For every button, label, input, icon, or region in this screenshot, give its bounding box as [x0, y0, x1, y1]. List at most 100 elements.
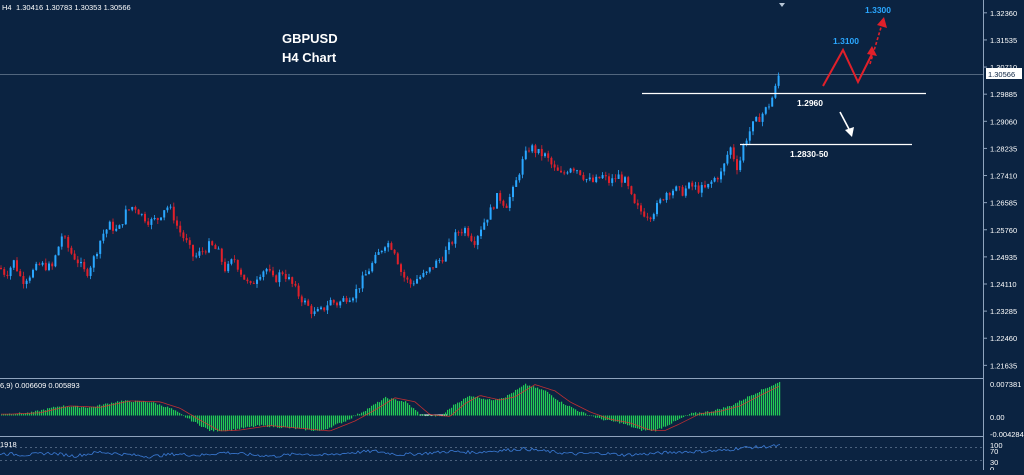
- macd-bar: [65, 406, 67, 416]
- candle-body: [512, 186, 514, 198]
- macd-bar: [321, 415, 323, 430]
- macd-bar: [279, 415, 281, 429]
- macd-bar: [149, 402, 151, 416]
- candle-body: [473, 241, 476, 245]
- macd-bar: [157, 404, 159, 416]
- macd-bar: [81, 407, 83, 416]
- price-tick-label: 1.27410: [990, 172, 1017, 181]
- macd-bar: [767, 387, 769, 416]
- candle-body: [582, 174, 585, 180]
- macd-bar: [285, 415, 287, 428]
- macd-bar: [691, 412, 693, 416]
- price-tick-label: 1.24110: [990, 280, 1017, 289]
- macd-bar: [225, 415, 227, 432]
- macd-bar: [463, 398, 465, 416]
- macd-bar: [687, 415, 689, 416]
- candle-body: [236, 260, 239, 270]
- macd-bar: [387, 398, 389, 416]
- macd-bar: [549, 393, 551, 416]
- candle-body: [569, 168, 572, 173]
- macd-bar: [111, 402, 113, 416]
- macd-bar: [761, 389, 763, 416]
- macd-bar: [77, 405, 79, 416]
- candle-body: [214, 245, 217, 250]
- candle-body: [444, 249, 447, 262]
- indicator-tick-label: 30: [990, 458, 998, 467]
- candle-body: [352, 298, 354, 301]
- macd-bar: [451, 407, 453, 416]
- macd-bar: [517, 389, 519, 416]
- candle-body: [489, 207, 492, 220]
- macd-bar: [649, 415, 651, 430]
- macd-bar: [199, 415, 201, 426]
- candle-body: [38, 263, 41, 265]
- macd-bar: [113, 403, 115, 416]
- macd-bar: [277, 415, 279, 428]
- candle-body: [230, 259, 233, 264]
- candle-body: [137, 209, 140, 215]
- macd-bar: [5, 414, 7, 416]
- macd-bar: [33, 412, 35, 416]
- candle-body: [729, 147, 732, 155]
- candle-body: [745, 140, 748, 145]
- candle-body: [563, 172, 566, 174]
- candle-body: [380, 250, 383, 253]
- macd-bar: [413, 408, 415, 416]
- macd-bar: [669, 415, 671, 425]
- candle-body: [665, 192, 668, 201]
- macd-bar: [579, 411, 581, 416]
- macd-bar: [391, 398, 393, 416]
- candle-body: [483, 222, 486, 230]
- macd-bar: [129, 401, 131, 416]
- macd-bar: [305, 415, 307, 431]
- candle-body: [304, 300, 306, 303]
- macd-bar: [245, 415, 247, 428]
- macd-bar: [467, 396, 469, 416]
- macd-bar: [361, 412, 363, 416]
- candle-body: [704, 185, 706, 188]
- candle-body: [768, 106, 770, 108]
- candle-body: [153, 217, 156, 220]
- candle-body: [758, 117, 761, 122]
- macd-bar: [187, 415, 189, 419]
- macd-bar: [267, 415, 269, 428]
- candle-body: [297, 285, 300, 297]
- macd-bar: [13, 414, 15, 416]
- macd-bar: [385, 396, 387, 416]
- macd-bar: [119, 401, 121, 416]
- macd-bar: [97, 405, 99, 416]
- macd-bar: [397, 400, 399, 416]
- macd-bar: [737, 402, 739, 416]
- candle-body: [656, 202, 658, 215]
- macd-bar: [357, 413, 359, 416]
- macd-bar: [329, 415, 331, 428]
- macd-bar: [205, 415, 207, 428]
- candle-body: [576, 170, 578, 172]
- candle-body: [681, 186, 684, 196]
- macd-bar: [7, 414, 9, 416]
- candle-body: [739, 160, 742, 171]
- macd-bar: [21, 413, 23, 416]
- macd-bar: [583, 412, 585, 416]
- candle-body: [147, 221, 150, 225]
- macd-bar: [421, 414, 423, 416]
- macd-bar: [301, 415, 303, 429]
- macd-bar: [727, 406, 729, 416]
- candle-body: [652, 214, 655, 220]
- macd-bar: [623, 415, 625, 425]
- macd-bar: [595, 415, 597, 418]
- candle-body: [496, 193, 498, 209]
- macd-bar: [147, 402, 149, 416]
- macd-bar: [317, 415, 319, 431]
- macd-bar: [217, 415, 219, 432]
- macd-bar: [621, 415, 623, 423]
- candle-body: [505, 205, 508, 208]
- macd-bar: [299, 415, 301, 429]
- candle-body: [131, 207, 134, 210]
- macd-bar: [99, 404, 101, 416]
- candle-body: [720, 171, 722, 180]
- price-tick-label: 1.26585: [990, 199, 1017, 208]
- macd-bar: [85, 407, 87, 416]
- candle-body: [377, 252, 380, 255]
- macd-bar: [639, 415, 641, 429]
